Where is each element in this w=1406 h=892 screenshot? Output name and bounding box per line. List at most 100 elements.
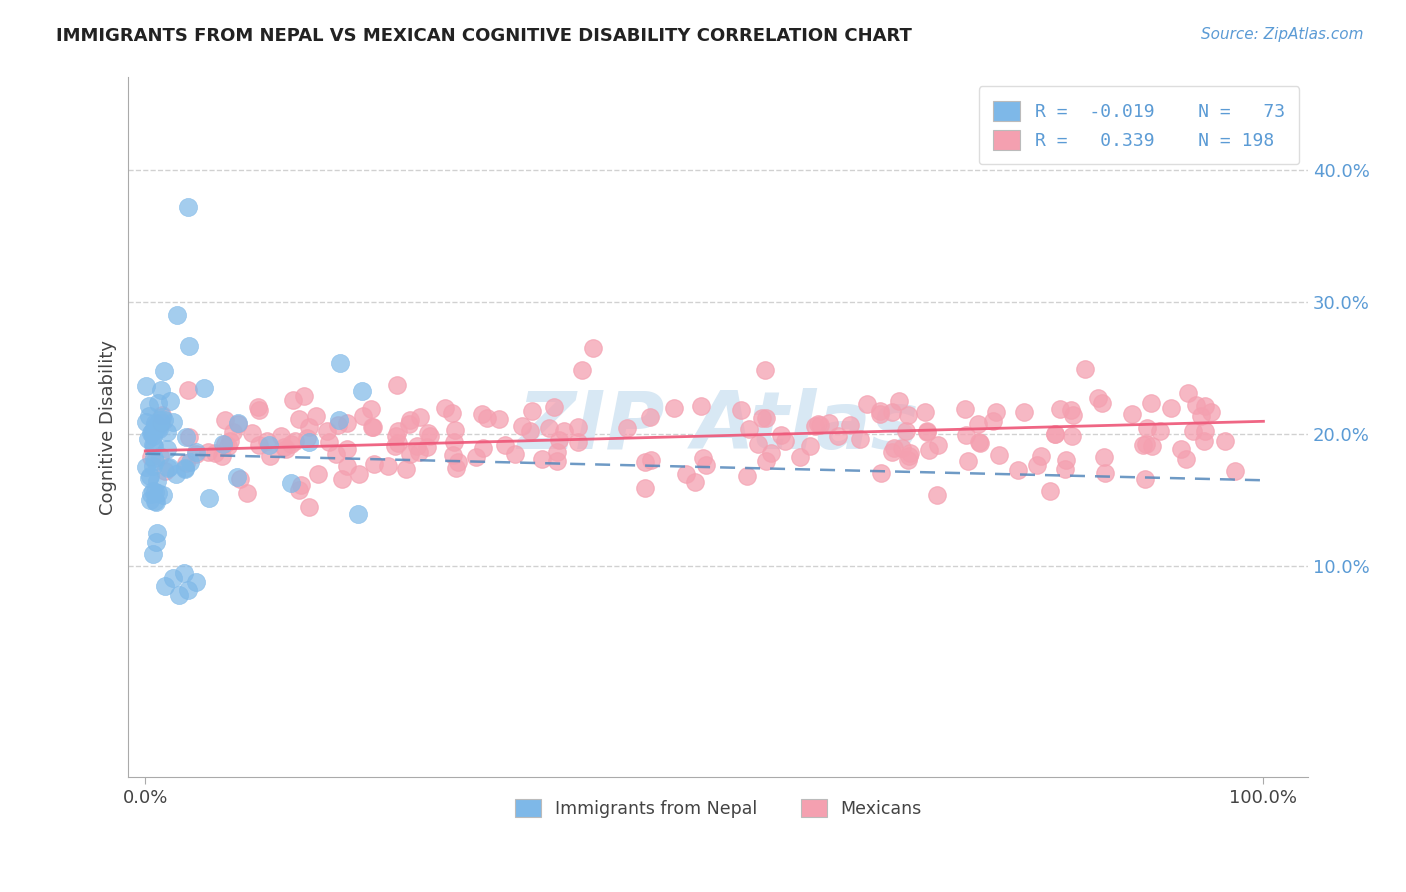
Point	[1170, 442, 1192, 457]
Point	[1223, 464, 1246, 478]
Point	[1142, 439, 1164, 453]
Point	[177, 384, 200, 398]
Point	[211, 449, 233, 463]
Point	[145, 535, 167, 549]
Text: Source: ZipAtlas.com: Source: ZipAtlas.com	[1201, 27, 1364, 42]
Point	[156, 461, 179, 475]
Point	[915, 424, 938, 438]
Point	[139, 426, 162, 441]
Point	[214, 413, 236, 427]
Point	[259, 449, 281, 463]
Point	[799, 439, 821, 453]
Point	[1199, 405, 1222, 419]
Point	[1049, 402, 1071, 417]
Point	[318, 434, 340, 449]
Point	[377, 459, 399, 474]
Point	[298, 500, 321, 515]
Point	[419, 428, 441, 442]
Point	[827, 428, 849, 442]
Point	[141, 425, 163, 439]
Point	[148, 422, 170, 436]
Point	[773, 434, 796, 448]
Point	[418, 425, 440, 440]
Point	[546, 454, 568, 468]
Point	[1160, 401, 1182, 416]
Point	[465, 450, 488, 464]
Point	[1007, 462, 1029, 476]
Point	[336, 416, 359, 430]
Point	[143, 439, 166, 453]
Point	[695, 458, 717, 472]
Point	[1087, 391, 1109, 405]
Point	[399, 413, 422, 427]
Point	[898, 450, 921, 464]
Point	[1060, 402, 1083, 417]
Point	[553, 424, 575, 438]
Point	[914, 405, 936, 419]
Point	[305, 409, 328, 423]
Point	[229, 472, 252, 486]
Point	[276, 442, 298, 456]
Point	[869, 466, 891, 480]
Point	[1194, 424, 1216, 438]
Point	[141, 458, 163, 473]
Point	[177, 200, 200, 214]
Point	[488, 412, 510, 426]
Point	[256, 434, 278, 449]
Point	[955, 427, 977, 442]
Point	[855, 396, 877, 410]
Text: IMMIGRANTS FROM NEPAL VS MEXICAN COGNITIVE DISABILITY CORRELATION CHART: IMMIGRANTS FROM NEPAL VS MEXICAN COGNITI…	[56, 27, 912, 45]
Point	[226, 416, 249, 430]
Point	[270, 429, 292, 443]
Point	[444, 423, 467, 437]
Point	[149, 449, 172, 463]
Point	[385, 429, 408, 443]
Point	[155, 425, 177, 439]
Point	[204, 446, 226, 460]
Point	[475, 411, 498, 425]
Point	[315, 424, 337, 438]
Point	[730, 402, 752, 417]
Point	[173, 566, 195, 580]
Point	[347, 507, 370, 521]
Point	[214, 437, 236, 451]
Point	[409, 409, 432, 424]
Point	[162, 571, 184, 585]
Point	[522, 404, 544, 418]
Point	[139, 492, 162, 507]
Point	[332, 472, 354, 486]
Point	[325, 447, 347, 461]
Point	[1177, 386, 1199, 401]
Point	[839, 418, 862, 433]
Point	[1014, 405, 1036, 419]
Point	[880, 445, 903, 459]
Point	[755, 411, 778, 425]
Point	[754, 363, 776, 377]
Point	[969, 435, 991, 450]
Point	[138, 409, 160, 423]
Point	[1074, 362, 1097, 376]
Point	[547, 433, 569, 447]
Point	[155, 579, 177, 593]
Point	[150, 410, 173, 425]
Point	[1053, 462, 1076, 476]
Point	[138, 469, 160, 483]
Point	[387, 424, 409, 438]
Point	[159, 394, 181, 409]
Point	[634, 481, 657, 495]
Point	[212, 436, 235, 450]
Point	[1038, 483, 1060, 498]
Point	[571, 362, 593, 376]
Point	[247, 402, 270, 417]
Point	[146, 526, 169, 541]
Point	[361, 419, 384, 434]
Point	[1194, 399, 1216, 413]
Point	[897, 452, 920, 467]
Point	[298, 420, 321, 434]
Point	[1029, 450, 1052, 464]
Point	[394, 461, 416, 475]
Point	[167, 588, 190, 602]
Point	[143, 421, 166, 435]
Point	[150, 408, 173, 422]
Point	[807, 417, 830, 431]
